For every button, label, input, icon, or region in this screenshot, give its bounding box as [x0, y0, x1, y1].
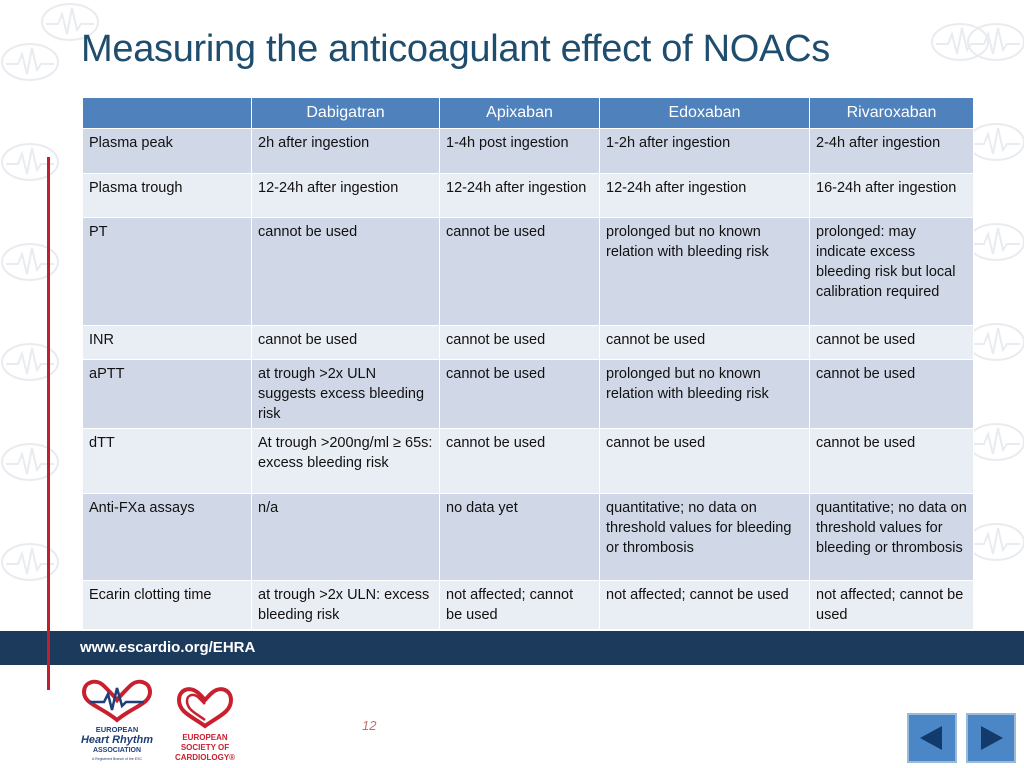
table-cell: no data yet	[439, 493, 600, 581]
table-cell: n/a	[251, 493, 440, 581]
table-cell: cannot be used	[439, 428, 600, 494]
footer-bar: www.escardio.org/EHRA	[0, 631, 1024, 665]
table-row: Plasma peak 2h after ingestion 1-4h post…	[82, 128, 974, 174]
esc-logo-text-2: SOCIETY OF	[181, 743, 229, 752]
table-cell: cannot be used	[251, 325, 440, 360]
table-row: dTT At trough >200ng/ml ≥ 65s: excess bl…	[82, 428, 974, 494]
table-cell: 12-24h after ingestion	[599, 173, 810, 218]
table-row-label: dTT	[82, 428, 252, 494]
table-cell: 2h after ingestion	[251, 128, 440, 174]
table-row-label: Plasma peak	[82, 128, 252, 174]
table-row: Anti-FXa assays n/a no data yet quantita…	[82, 493, 974, 581]
table-header-cell	[82, 97, 252, 129]
table-row-label: Anti-FXa assays	[82, 493, 252, 581]
table-cell: prolonged: may indicate excess bleeding …	[809, 217, 974, 326]
table-header-cell: Apixaban	[439, 97, 600, 129]
table-cell: cannot be used	[439, 217, 600, 326]
table-header-cell: Edoxaban	[599, 97, 810, 129]
noac-comparison-table: Dabigatran Apixaban Edoxaban Rivaroxaban…	[82, 97, 974, 630]
previous-slide-button[interactable]	[907, 713, 957, 763]
next-slide-button[interactable]	[966, 713, 1016, 763]
table-cell: cannot be used	[251, 217, 440, 326]
accent-vertical-line	[47, 157, 50, 690]
table-cell: 1-4h post ingestion	[439, 128, 600, 174]
table-row: Ecarin clotting time at trough >2x ULN: …	[82, 580, 974, 630]
table-cell: cannot be used	[439, 325, 600, 360]
table-row-label: Plasma trough	[82, 173, 252, 218]
table-cell: at trough >2x ULN: excess bleeding risk	[251, 580, 440, 630]
table-row: Plasma trough 12-24h after ingestion 12-…	[82, 173, 974, 218]
table-cell: 2-4h after ingestion	[809, 128, 974, 174]
table-row: aPTT at trough >2x ULN suggests excess b…	[82, 359, 974, 429]
ehra-logo: EUROPEAN Heart Rhythm ASSOCIATION A Regi…	[81, 679, 153, 761]
ehra-logo-text-4: A Registered Branch of the ESC	[92, 757, 142, 761]
table-row: PT cannot be used cannot be used prolong…	[82, 217, 974, 326]
ehra-logo-text-3: ASSOCIATION	[93, 747, 141, 754]
esc-logo-text-3: CARDIOLOGY®	[175, 753, 235, 762]
triangle-right-icon	[981, 726, 1003, 750]
table-cell: cannot be used	[439, 359, 600, 429]
table-cell: quantitative; no data on threshold value…	[599, 493, 810, 581]
table-cell: cannot be used	[599, 428, 810, 494]
table-cell: cannot be used	[809, 359, 974, 429]
ehra-logo-text-1: EUROPEAN	[96, 725, 139, 734]
table-cell: not affected; cannot be used	[599, 580, 810, 630]
table-cell: 12-24h after ingestion	[251, 173, 440, 218]
table-cell: 12-24h after ingestion	[439, 173, 600, 218]
ehra-logo-text-2: Heart Rhythm	[81, 734, 153, 746]
table-cell: prolonged but no known relation with ble…	[599, 359, 810, 429]
table-header-row: Dabigatran Apixaban Edoxaban Rivaroxaban	[82, 97, 974, 129]
table-cell: 1-2h after ingestion	[599, 128, 810, 174]
table-cell: cannot be used	[599, 325, 810, 360]
table-row-label: PT	[82, 217, 252, 326]
table-cell: cannot be used	[809, 325, 974, 360]
table-row-label: INR	[82, 325, 252, 360]
table-cell: cannot be used	[809, 428, 974, 494]
table-cell: At trough >200ng/ml ≥ 65s: excess bleedi…	[251, 428, 440, 494]
table-cell: not affected; cannot be used	[439, 580, 600, 630]
page-number: 12	[362, 718, 377, 733]
table-cell: quantitative; no data on threshold value…	[809, 493, 974, 581]
esc-logo: EUROPEAN SOCIETY OF CARDIOLOGY®	[175, 687, 235, 762]
table-row: INR cannot be used cannot be used cannot…	[82, 325, 974, 360]
table-header-cell: Rivaroxaban	[809, 97, 974, 129]
table-cell: at trough >2x ULN suggests excess bleedi…	[251, 359, 440, 429]
table-cell: prolonged but no known relation with ble…	[599, 217, 810, 326]
esc-logo-text-1: EUROPEAN	[182, 733, 228, 742]
table-header-cell: Dabigatran	[251, 97, 440, 129]
table-row-label: Ecarin clotting time	[82, 580, 252, 630]
table-cell: 16-24h after ingestion	[809, 173, 974, 218]
triangle-left-icon	[920, 726, 942, 750]
table-row-label: aPTT	[82, 359, 252, 429]
slide-title: Measuring the anticoagulant effect of NO…	[81, 28, 830, 70]
table-cell: not affected; cannot be used	[809, 580, 974, 630]
footer-url-link[interactable]: www.escardio.org/EHRA	[80, 639, 256, 656]
